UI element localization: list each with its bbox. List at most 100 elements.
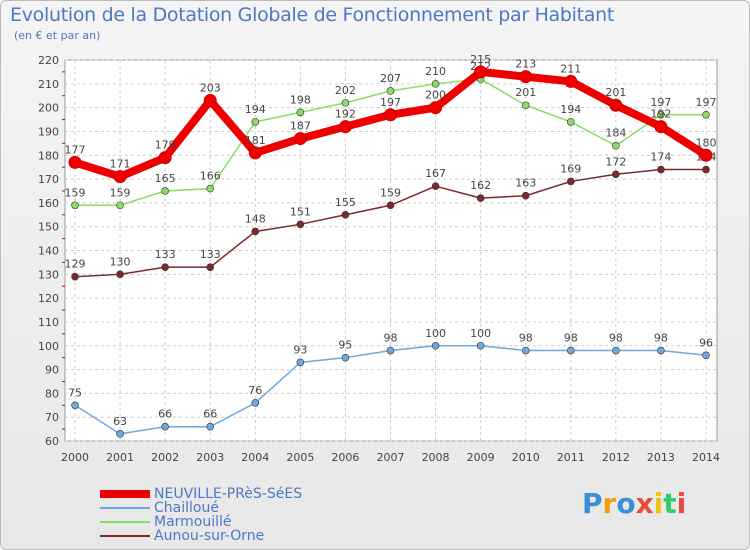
data-label: 192: [650, 108, 671, 121]
data-point: [68, 155, 82, 169]
data-label: 203: [200, 81, 221, 94]
data-point: [206, 184, 215, 193]
data-point: [71, 272, 79, 281]
data-point: [386, 87, 395, 95]
legend-item-marmouille: Marmouillé: [100, 514, 320, 530]
data-label: 194: [245, 103, 266, 116]
x-tick-label: 2000: [61, 451, 89, 464]
data-point: [158, 151, 172, 165]
data-point: [476, 341, 485, 350]
data-point: [386, 201, 395, 210]
data-label: 187: [290, 120, 311, 133]
x-tick-label: 2013: [647, 451, 675, 464]
data-label: 155: [335, 196, 356, 209]
logo-letter: i: [653, 487, 664, 520]
data-point: [296, 108, 305, 117]
y-tick-label: 160: [38, 197, 59, 210]
legend-label: Aunou-sur-Orne: [154, 528, 265, 544]
y-tick-label: 100: [38, 340, 59, 353]
legend-swatch: [100, 521, 150, 523]
data-point: [251, 399, 260, 407]
data-label: 63: [113, 415, 127, 428]
data-point: [296, 358, 305, 367]
data-label: 184: [605, 127, 626, 140]
data-label: 200: [425, 89, 446, 102]
data-label: 197: [380, 96, 401, 109]
y-tick-label: 210: [38, 78, 59, 91]
data-point: [429, 101, 443, 115]
data-label: 133: [155, 248, 176, 261]
data-label: 100: [470, 327, 491, 340]
data-point: [699, 148, 713, 162]
x-tick-label: 2004: [241, 451, 269, 464]
x-tick-label: 2011: [557, 451, 585, 464]
data-label: 192: [335, 108, 356, 121]
data-point: [566, 118, 575, 126]
legend-item-neuville: NEUVILLE-PRèS-SéES: [100, 486, 320, 502]
data-point: [248, 146, 262, 160]
data-point: [431, 182, 440, 191]
data-point: [566, 346, 575, 355]
logo-letter: o: [616, 487, 636, 520]
data-point: [113, 170, 127, 184]
data-label: 133: [200, 248, 221, 261]
data-point: [476, 194, 485, 202]
data-label: 201: [515, 86, 536, 99]
x-tick-label: 2012: [602, 451, 630, 464]
data-point: [612, 141, 620, 150]
data-label: 165: [155, 172, 176, 185]
data-point: [474, 65, 488, 79]
data-point: [206, 263, 215, 271]
data-point: [657, 165, 665, 174]
data-label: 159: [65, 186, 86, 199]
data-point: [566, 177, 575, 186]
data-point: [251, 227, 260, 236]
data-label: 211: [560, 62, 581, 75]
y-tick-label: 120: [38, 292, 59, 305]
chart-subtitle: (en € et par an): [14, 29, 101, 42]
data-label: 171: [110, 158, 131, 171]
data-label: 213: [515, 58, 536, 71]
data-label: 172: [605, 155, 626, 168]
data-label: 98: [654, 332, 668, 345]
y-tick-label: 60: [45, 435, 59, 448]
legend-label: Chailloué: [154, 500, 219, 516]
data-label: 95: [338, 339, 352, 352]
data-label: 169: [560, 162, 581, 175]
legend-item-chailloue: Chailloué: [100, 500, 320, 516]
legend-swatch: [100, 507, 150, 509]
data-label: 166: [200, 170, 221, 183]
x-tick-label: 2006: [331, 451, 359, 464]
data-point: [431, 341, 440, 350]
data-label: 98: [384, 332, 398, 345]
data-point: [386, 346, 395, 355]
x-tick-label: 2007: [377, 451, 405, 464]
data-label: 151: [290, 205, 311, 218]
data-label: 93: [293, 343, 307, 356]
data-point: [431, 80, 440, 88]
x-tick-label: 2003: [196, 451, 224, 464]
data-label: 207: [380, 72, 401, 85]
data-point: [702, 165, 710, 174]
data-label: 179: [155, 139, 176, 152]
data-label: 148: [245, 212, 266, 225]
proxiti-logo: Proxiti: [582, 487, 686, 520]
data-point: [251, 118, 260, 126]
logo-letter: i: [676, 487, 687, 520]
data-point: [657, 346, 665, 355]
y-tick-label: 80: [45, 387, 59, 400]
logo-letter: P: [582, 487, 603, 520]
data-label: 159: [110, 186, 131, 199]
y-tick-label: 190: [38, 125, 59, 138]
y-tick-label: 110: [38, 316, 59, 329]
data-label: 167: [425, 167, 446, 180]
data-label: 76: [248, 384, 262, 397]
y-tick-label: 180: [38, 149, 59, 162]
data-point: [206, 422, 215, 431]
data-label: 210: [425, 65, 446, 78]
data-label: 181: [245, 134, 266, 147]
data-label: 198: [290, 93, 311, 106]
data-point: [293, 132, 307, 146]
data-label: 174: [650, 151, 671, 164]
